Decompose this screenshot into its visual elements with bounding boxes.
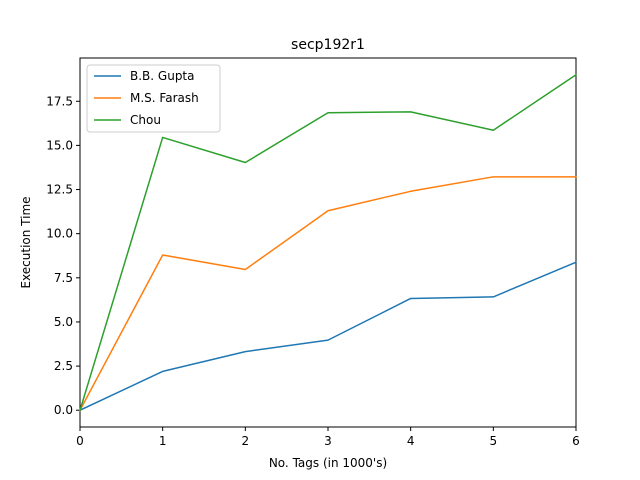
x-tick-label: 3 [324, 434, 332, 448]
x-axis-label: No. Tags (in 1000's) [269, 456, 387, 470]
y-tick-label: 0.0 [54, 403, 73, 417]
x-tick-label: 4 [407, 434, 415, 448]
legend: B.B. Gupta M.S. Farash Chou [86, 64, 221, 133]
y-tick-label: 15.0 [46, 138, 73, 152]
y-tick-label: 12.5 [46, 183, 73, 197]
y-tick-label: 7.5 [54, 271, 73, 285]
series-layer [78, 73, 578, 412]
y-tick-label: 17.5 [46, 94, 73, 108]
x-tick-label: 1 [159, 434, 167, 448]
series-line-m-s-farash [78, 176, 577, 412]
chart-title: secp192r1 [291, 37, 365, 53]
x-tick-label: 2 [242, 434, 250, 448]
x-tick-label: 6 [572, 434, 580, 448]
y-tick-label: 10.0 [46, 227, 73, 241]
series-line-b-b-gupta [79, 261, 577, 412]
y-axis-label: Execution Time [19, 196, 33, 288]
series-line-chou [79, 73, 578, 412]
y-tick-label: 2.5 [54, 359, 73, 373]
legend-label-m-s-farash: M.S. Farash [130, 91, 199, 105]
legend-box [86, 64, 221, 133]
legend-label-chou: Chou [130, 113, 161, 127]
y-tick-label: 5.0 [54, 315, 73, 329]
x-tick-label: 0 [76, 434, 84, 448]
x-axis: 0 1 2 3 4 5 6 [76, 427, 580, 448]
legend-label-b-b-gupta: B.B. Gupta [130, 69, 195, 83]
y-axis: 0.0 2.5 5.0 7.5 10.0 12.5 15.0 17.5 [46, 94, 80, 417]
x-tick-label: 5 [490, 434, 498, 448]
